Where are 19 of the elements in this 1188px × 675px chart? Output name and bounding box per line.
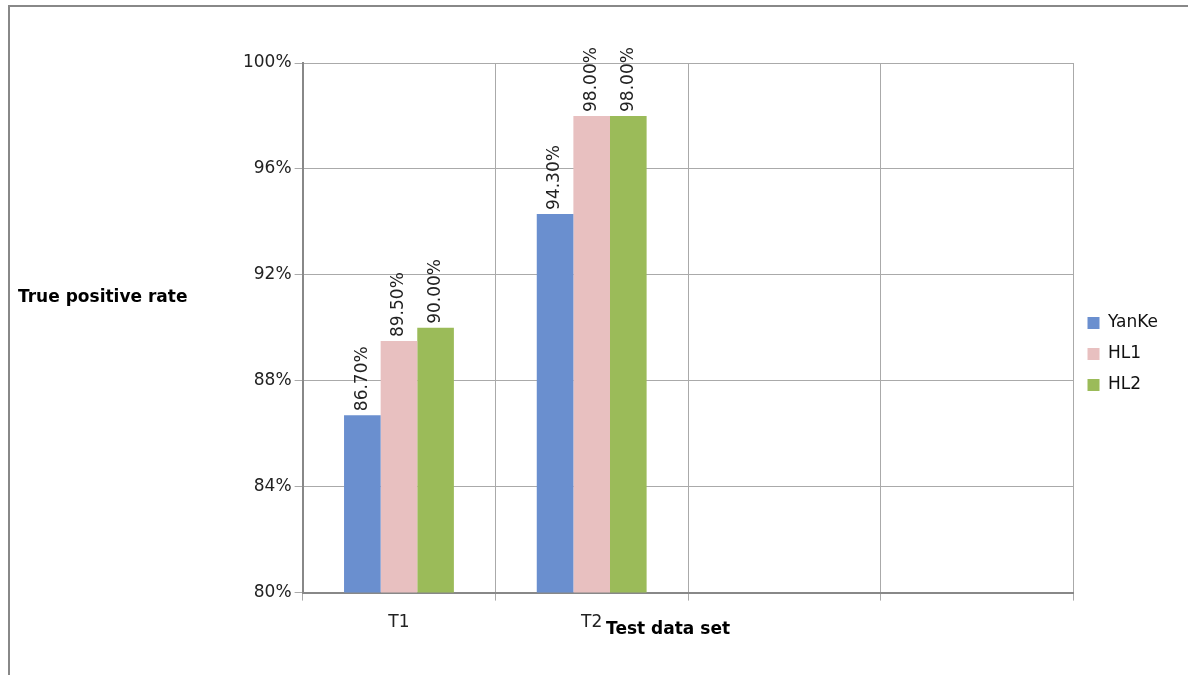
x-axis-title: Test data set [606, 618, 731, 639]
legend-label: HL1 [1108, 342, 1142, 363]
data-label: 98.00% [616, 47, 637, 112]
legend-label: HL2 [1108, 373, 1142, 394]
legend-label: YanKe [1107, 311, 1158, 332]
x-tick-label: T1 [387, 611, 410, 632]
y-tick-label: 88% [253, 369, 292, 390]
data-label: 90.00% [424, 258, 444, 324]
y-axis-title: True positive rate [18, 286, 188, 307]
data-label: 94.30% [543, 145, 564, 210]
y-tick-label: 92% [253, 263, 292, 284]
y-tick-label: 96% [253, 157, 292, 178]
y-tick-label: 100% [242, 51, 292, 72]
data-label: 86.70% [350, 346, 371, 412]
data-label: 98.00% [580, 47, 601, 112]
data-label: 89.50% [387, 272, 408, 338]
y-tick-label: 80% [253, 581, 292, 602]
x-tick-label: T2 [580, 611, 603, 632]
y-tick-label: 84% [253, 475, 292, 496]
